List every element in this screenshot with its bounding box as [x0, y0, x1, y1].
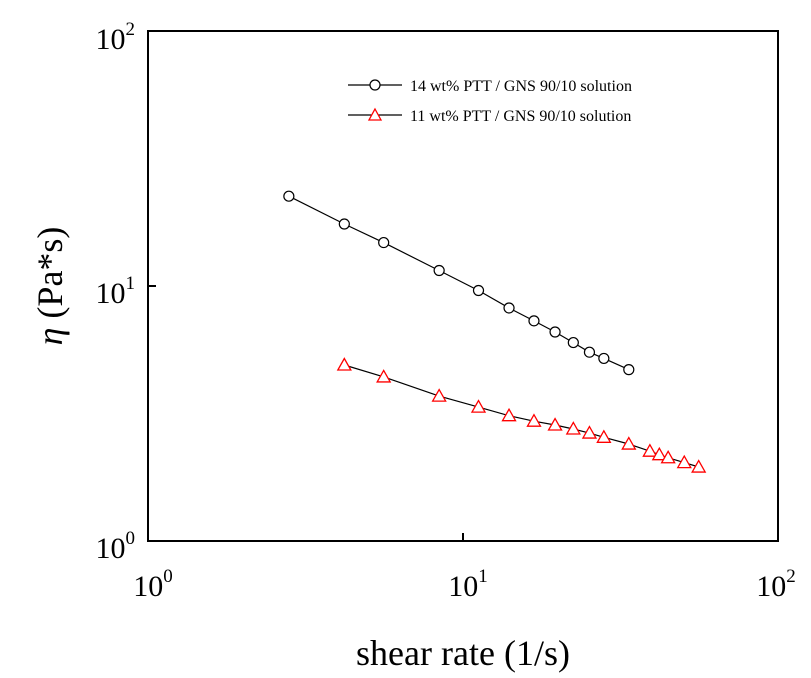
y-tick-label-100: 102: [96, 19, 136, 56]
series-1-point: [528, 315, 540, 327]
series-1-point: [378, 236, 390, 249]
legend: 14 wt% PTT / GNS 90/10 solution 11 wt% P…: [348, 78, 632, 125]
y-tick-label-1: 100: [96, 528, 136, 565]
series-2-point: [501, 407, 517, 422]
y-axis-title: η (Pa*s): [30, 227, 70, 346]
legend-marker-series-1: [369, 79, 381, 91]
series-2-point: [336, 357, 352, 371]
series-2-point: [660, 449, 676, 464]
series-2-point: [526, 413, 542, 427]
series-2-point: [621, 436, 637, 450]
series-1-point: [283, 190, 295, 202]
series-1-point: [549, 326, 561, 338]
legend-label-series-1: 14 wt% PTT / GNS 90/10 solution: [410, 78, 632, 95]
series-2-point: [376, 369, 392, 383]
y-tick-label-10: 101: [96, 273, 136, 310]
series-2-point: [596, 429, 612, 443]
series-2-point: [547, 417, 563, 431]
axis-ticks: [147, 30, 779, 542]
series-2-point: [676, 454, 692, 469]
series-1-point: [503, 302, 515, 314]
series-2-point: [642, 443, 658, 457]
series-2-point: [581, 425, 598, 439]
series-1-point: [583, 346, 596, 358]
series-1-point: [567, 336, 579, 349]
x-tick-label-1: 100: [133, 566, 173, 603]
series-lines: [288, 195, 699, 468]
series-2-point: [470, 399, 487, 413]
x-axis-title: shear rate (1/s): [356, 633, 570, 673]
series-1-point: [472, 284, 485, 297]
legend-label-series-2: 11 wt% PTT / GNS 90/10 solution: [410, 108, 631, 125]
series-1-point: [623, 364, 635, 376]
series-1-point: [338, 218, 350, 230]
x-tick-label-100: 102: [756, 566, 796, 603]
series-1-point: [598, 352, 610, 365]
series-markers: [283, 190, 707, 473]
series-2-point: [691, 459, 707, 473]
series-2-point: [651, 446, 667, 461]
series-2-point: [565, 421, 581, 435]
series-1-point: [433, 264, 445, 277]
series-2-point: [431, 388, 447, 402]
legend-marker-series-2: [367, 107, 383, 121]
x-tick-label-10: 101: [448, 566, 488, 603]
